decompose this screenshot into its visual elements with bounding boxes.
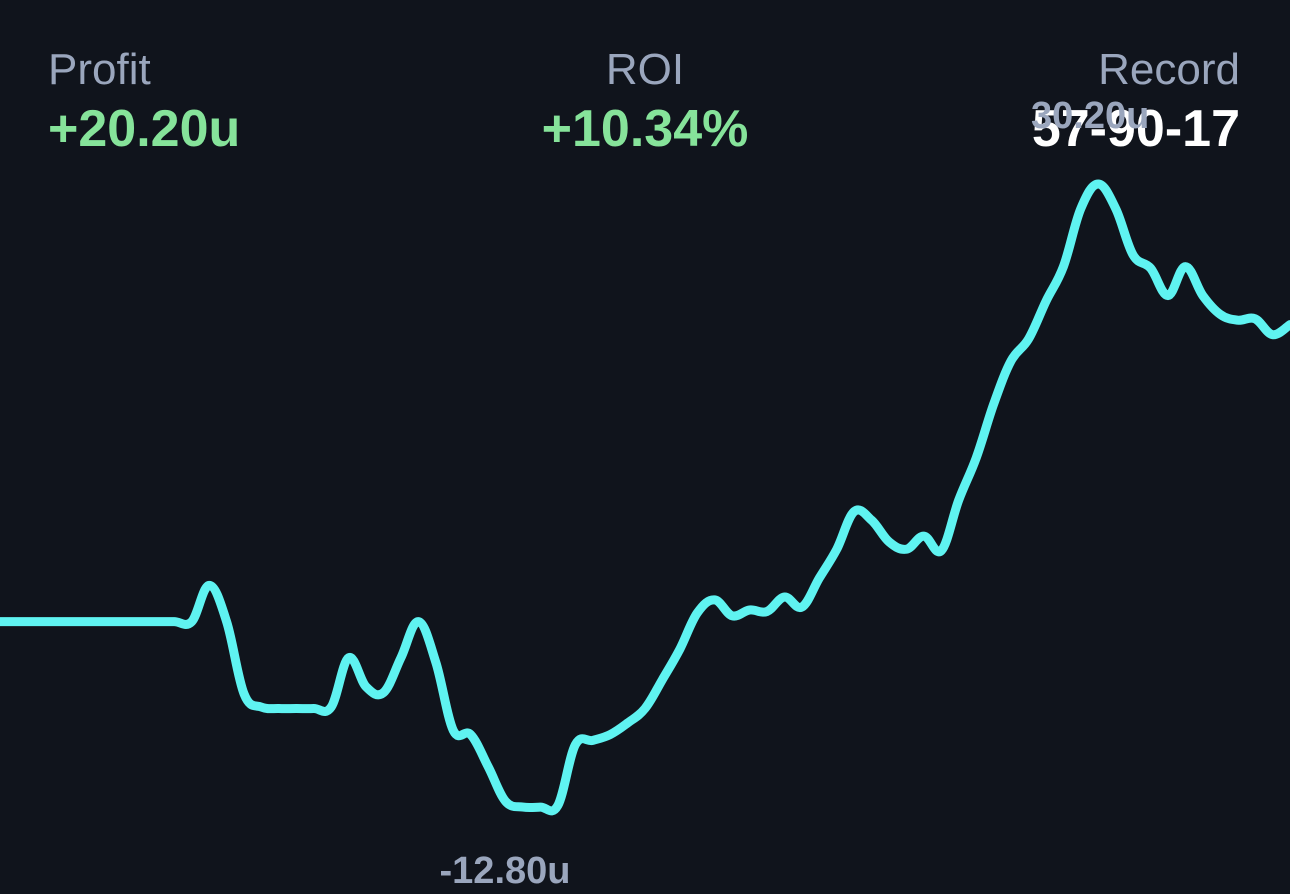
record-label: Record	[1098, 45, 1240, 94]
profit-value: +20.20u	[48, 100, 241, 158]
roi-value: +10.34%	[541, 100, 749, 158]
roi-stat: ROI +10.34%	[542, 44, 749, 160]
record-value: 57-90-17	[1031, 100, 1240, 158]
record-stat: Record 57-90-17	[1032, 44, 1240, 160]
profit-label: Profit	[48, 45, 151, 94]
roi-label: ROI	[605, 45, 685, 94]
profit-stat: Profit +20.20u	[48, 44, 240, 160]
min-value-label: -12.80u	[440, 850, 571, 892]
max-value-label: 30.20u	[1031, 95, 1149, 137]
profit-series-line	[0, 179, 1290, 816]
